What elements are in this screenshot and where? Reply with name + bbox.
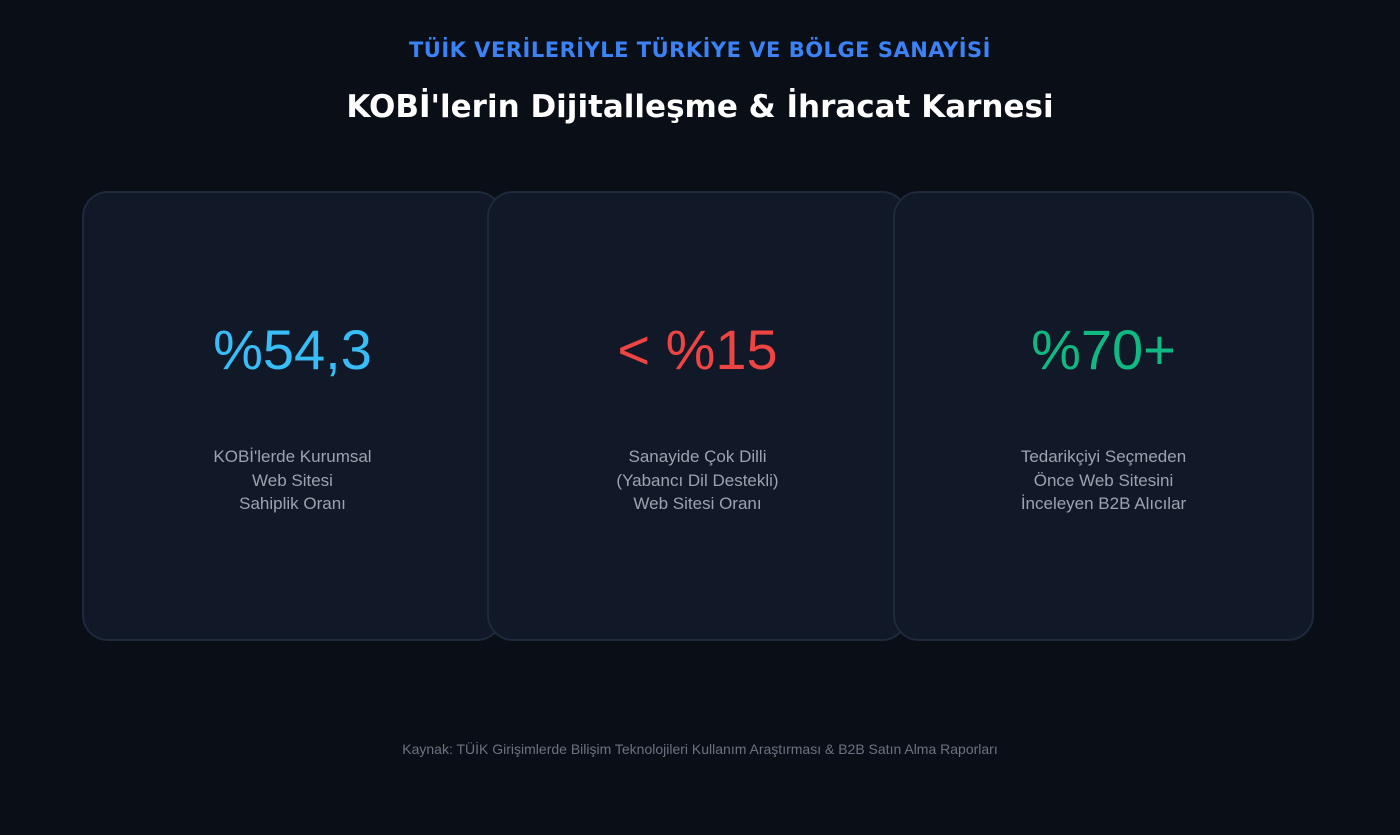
stat-card: %70+ Tedarikçiyi Seçmeden Önce Web Sitesin… [893,191,1314,641]
label-line: Web Sitesi [252,470,333,490]
label-line: KOBİ'lerde Kurumsal [213,447,372,466]
stat-label: Sanayide Çok Dilli (Yabancı Dil Destekli)… [489,445,906,516]
stat-value: < %15 [617,318,778,381]
stat-value: %54,3 [213,318,372,381]
title: KOBİ'lerin Dijitalleşme & İhracat Karnes… [346,89,1054,125]
label-line: Web Sitesi Oranı [633,494,762,513]
label-line: Sanayide Çok Dilli [628,447,767,466]
kicker: TÜİK VERİLERİYLE TÜRKİYE VE BÖLGE SANAYİ… [408,38,991,62]
label-line: Tedarikçiyi Seçmeden [1020,447,1187,466]
label-line: Önce Web Sitesini [1033,470,1174,490]
stat-card: < %15 Sanayide Çok Dilli (Yabancı Dil Dest… [487,191,908,641]
stat-label: Tedarikçiyi Seçmeden Önce Web Sitesini İnc… [895,445,1312,516]
stat-label: KOBİ'lerde Kurumsal Web Sitesi Sahiplik Or… [84,445,501,516]
stat-card: %54,3 KOBİ'lerde Kurumsal Web Sitesi Sahipl… [82,191,503,641]
stat-value: %70+ [1031,318,1176,381]
label-line: Sahiplik Oranı [239,494,346,513]
label-line: (Yabancı Dil Destekli) [616,470,779,490]
source: Kaynak: TÜİK Girişimlerde Bilişim Teknol… [402,741,998,757]
label-line: İnceleyen B2B Alıcılar [1020,494,1187,513]
